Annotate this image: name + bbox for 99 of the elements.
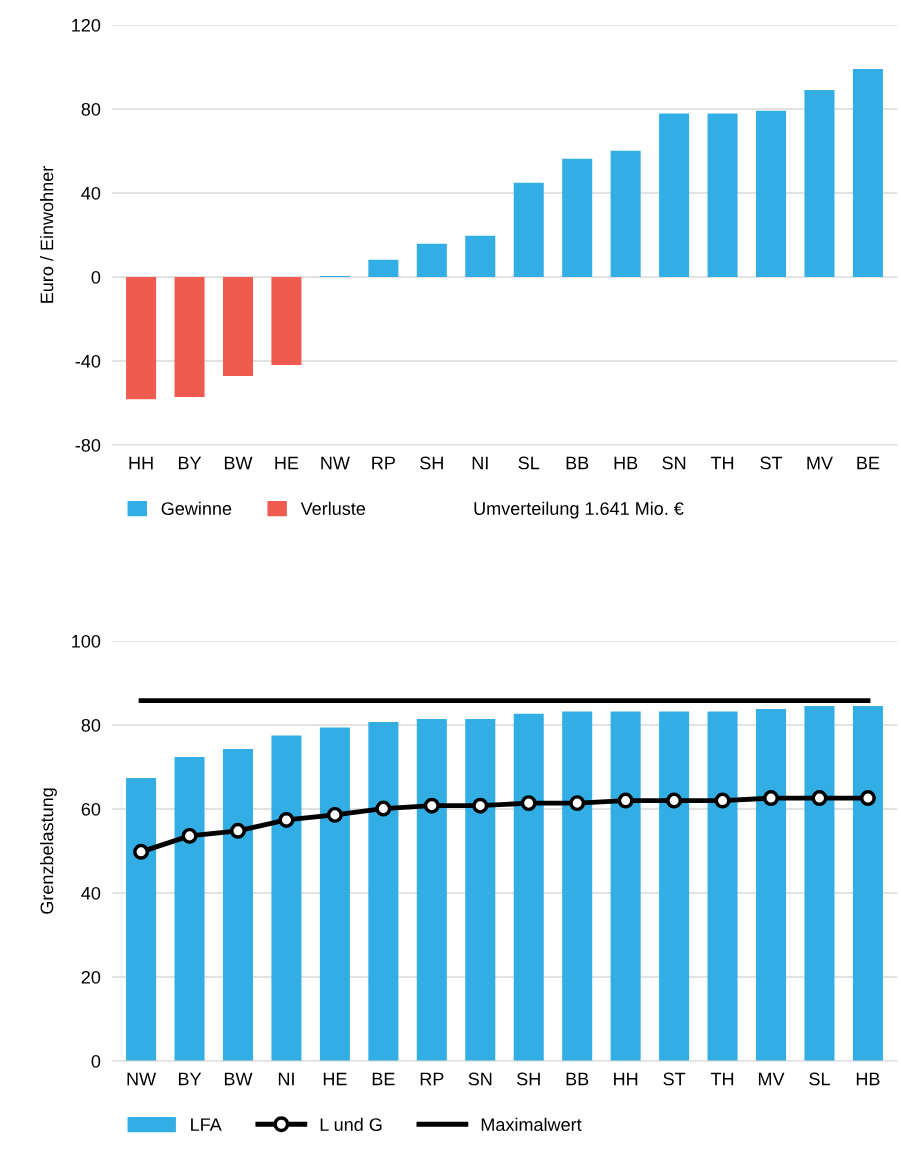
point: [181, 827, 198, 844]
x-tick-label: BY: [178, 1072, 202, 1086]
x-tick-label: HE: [323, 1072, 347, 1086]
point: [617, 792, 634, 809]
bar: [562, 158, 593, 277]
bar: [562, 711, 593, 1061]
x-tick-label: HB: [614, 456, 638, 470]
bar: [126, 277, 157, 400]
bar: [126, 777, 157, 1061]
bar: [659, 113, 690, 277]
x-tick-label: SN: [662, 456, 686, 470]
x-tick-label: BE: [372, 1072, 395, 1086]
bar: [513, 713, 544, 1061]
y-axis-title: Grenzbelastung: [40, 788, 57, 914]
point: [326, 806, 343, 823]
y-tick-label: 100: [72, 634, 101, 648]
bar: [222, 748, 254, 1061]
x-tick-label: BY: [178, 456, 202, 470]
y-tick-label: 80: [81, 718, 101, 732]
y-tick-label: 80: [81, 102, 101, 116]
point: [520, 795, 537, 812]
bar: [755, 110, 787, 277]
x-tick-label: BB: [566, 1072, 589, 1086]
x-tick-label: SL: [518, 456, 540, 470]
bar: [222, 277, 254, 376]
y-tick-label: -80: [75, 438, 101, 452]
x-tick-label: SH: [420, 456, 443, 470]
legend-label: Maximalwert: [481, 1117, 582, 1131]
x-tick-label: NW: [127, 1072, 157, 1086]
bar: [465, 235, 496, 277]
bar: [368, 259, 399, 277]
legend-label: LFA: [191, 1118, 222, 1131]
x-tick-label: HH: [614, 1072, 638, 1086]
point: [811, 790, 828, 807]
bar: [513, 182, 544, 277]
point: [763, 790, 779, 807]
x-tick-label: BW: [224, 456, 253, 470]
x-tick-label: SN: [468, 1072, 492, 1086]
y-tick-label: -40: [75, 354, 101, 368]
bar: [804, 90, 835, 277]
y-tick-label: 0: [91, 270, 101, 284]
legend-label: Gewinne: [161, 501, 232, 515]
point: [230, 822, 246, 839]
point: [472, 797, 489, 814]
x-tick-label: SH: [517, 1072, 540, 1086]
bar: [174, 277, 205, 397]
bar: [271, 735, 302, 1061]
point: [375, 800, 392, 817]
x-tick-label: NI: [278, 1072, 294, 1086]
bar: [465, 719, 496, 1061]
y-tick-label: 20: [81, 970, 101, 984]
legend-label: L und G: [320, 1117, 382, 1131]
bar: [707, 113, 738, 277]
x-tick-label: MV: [758, 1072, 785, 1086]
x-tick-label: BE: [857, 456, 880, 470]
y-tick-label: 40: [81, 186, 101, 200]
bar: [271, 277, 302, 365]
x-tick-label: ST: [760, 456, 783, 470]
bar: [852, 706, 883, 1061]
bar: [368, 722, 399, 1061]
point: [423, 797, 440, 814]
point: [714, 792, 731, 809]
bar: [755, 709, 787, 1061]
bar: [610, 711, 641, 1061]
x-tick-label: BW: [224, 1072, 253, 1086]
bar: [416, 243, 447, 277]
x-tick-label: HH: [129, 456, 153, 470]
y-tick-label: 40: [81, 886, 101, 900]
x-tick-label: HE: [275, 456, 299, 470]
text: Umverteilung 1.641 Mio. €: [474, 501, 684, 519]
x-tick-label: RP: [372, 456, 395, 470]
x-tick-label: TH: [710, 1072, 734, 1086]
x-tick-label: ST: [663, 1072, 686, 1086]
bar: [319, 727, 350, 1061]
bar: [659, 711, 690, 1061]
bar: [416, 719, 447, 1061]
point: [133, 843, 150, 860]
point: [666, 792, 683, 809]
y-tick-label: 120: [72, 18, 101, 32]
bar: [707, 711, 738, 1061]
x-tick-label: HB: [856, 1072, 880, 1086]
point: [859, 790, 876, 807]
x-tick-label: MV: [807, 456, 833, 470]
y-axis-title: Euro / Einwohner: [40, 166, 54, 303]
x-tick-label: SL: [809, 1072, 830, 1086]
bar: [804, 706, 835, 1061]
x-tick-label: BB: [566, 456, 589, 470]
y-tick-label: 0: [91, 1054, 101, 1068]
y-tick-label: 60: [81, 802, 101, 816]
bar: [852, 69, 883, 277]
legend-label: Verluste: [300, 501, 366, 515]
point: [569, 795, 586, 812]
point: [278, 811, 295, 828]
bar: [174, 756, 205, 1061]
x-tick-label: NW: [321, 456, 350, 470]
x-tick-label: NI: [472, 456, 488, 470]
x-tick-label: TH: [710, 456, 734, 470]
x-tick-label: RP: [420, 1072, 444, 1086]
bar: [610, 150, 641, 277]
